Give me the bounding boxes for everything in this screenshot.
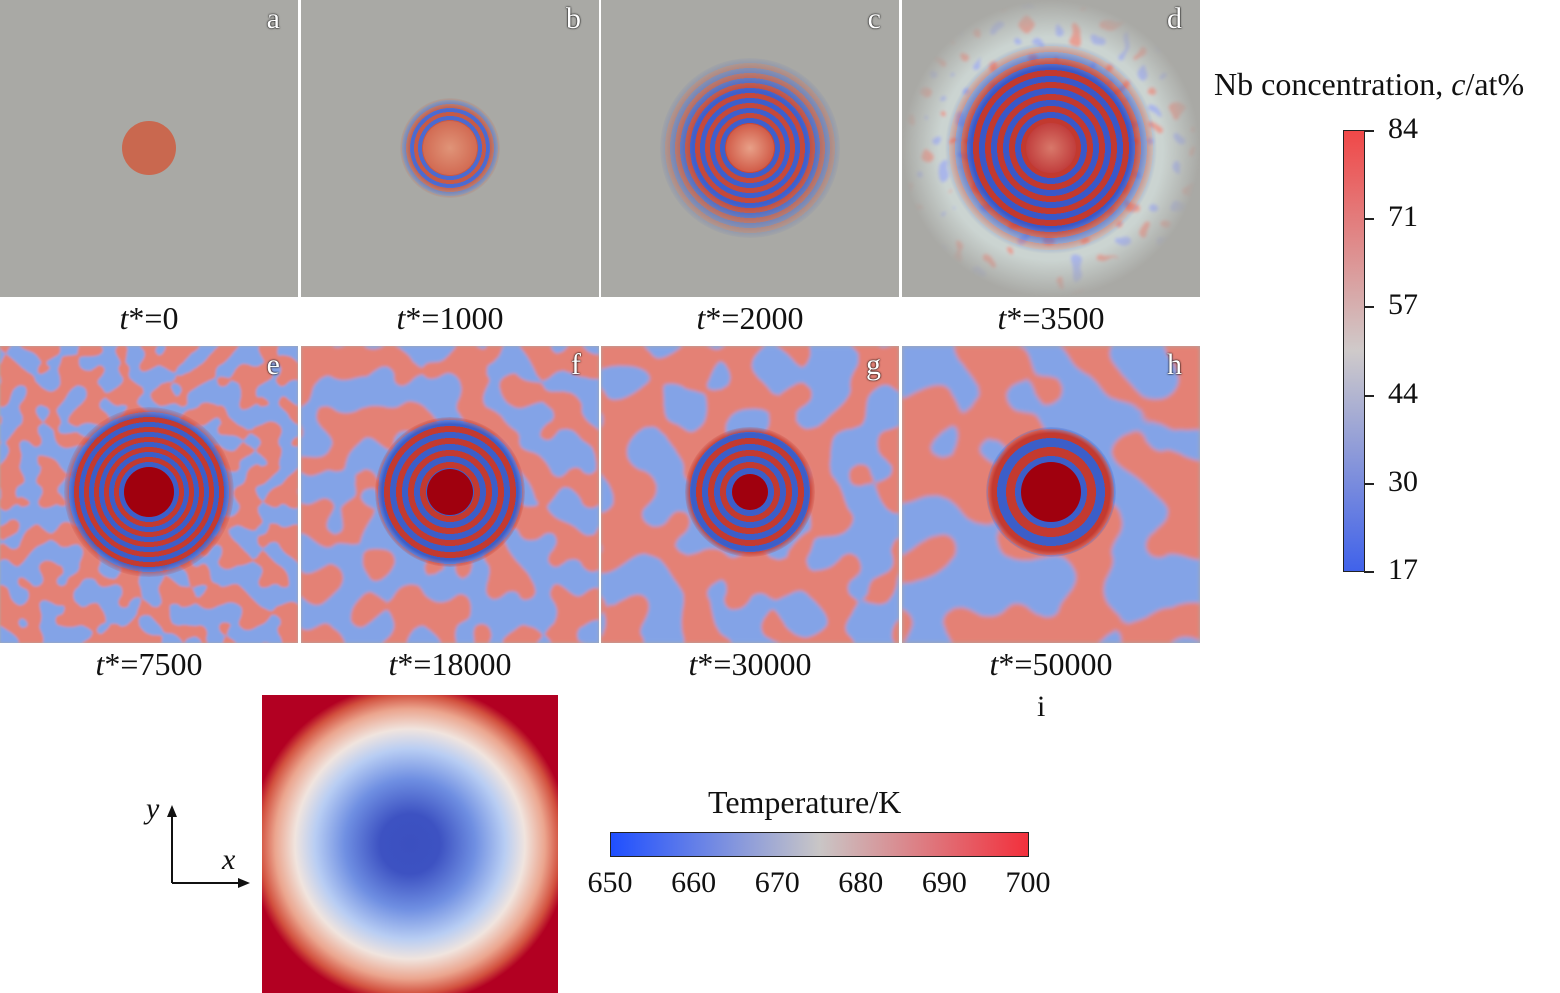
time-var: t bbox=[119, 300, 129, 336]
xy-axes bbox=[167, 805, 250, 888]
time-value: 3500 bbox=[1040, 300, 1105, 336]
time-var: t bbox=[688, 646, 698, 682]
time-label-c: t*=2000 bbox=[601, 300, 899, 337]
temperature-colorbar-title: Temperature/K bbox=[708, 784, 902, 820]
time-value: 50000 bbox=[1032, 646, 1113, 682]
panel-c: c bbox=[601, 0, 899, 297]
nb-core bbox=[427, 469, 473, 515]
panel-letter: d bbox=[1167, 2, 1182, 35]
time-value: 18000 bbox=[431, 646, 512, 682]
time-var: t bbox=[95, 646, 105, 682]
panel-letter: a bbox=[266, 2, 280, 35]
time-value: 30000 bbox=[731, 646, 812, 682]
nb-tick-mark bbox=[1364, 218, 1374, 221]
axis-y-label: y bbox=[146, 792, 160, 825]
nb-core bbox=[732, 474, 768, 510]
panel-letter: f bbox=[571, 348, 581, 381]
time-value: 1000 bbox=[439, 300, 504, 336]
time-label-a: t*=0 bbox=[0, 300, 298, 337]
panel-letter: c bbox=[867, 2, 881, 35]
time-var: t bbox=[388, 646, 398, 682]
temperature-tick-label: 650 bbox=[587, 866, 633, 899]
y-arrow-icon bbox=[167, 805, 177, 817]
panel-f: f bbox=[301, 346, 599, 643]
time-op: *= bbox=[405, 300, 440, 336]
time-value: 0 bbox=[162, 300, 179, 336]
temperature-field bbox=[262, 695, 558, 993]
time-op: *= bbox=[697, 646, 732, 682]
nb-core bbox=[726, 124, 774, 172]
time-op: *= bbox=[1006, 300, 1041, 336]
time-label-d: t*=3500 bbox=[902, 300, 1200, 337]
temperature-tick-label: 660 bbox=[671, 866, 717, 899]
temperature-tick-label: 680 bbox=[838, 866, 884, 899]
nb-tick-mark bbox=[1364, 130, 1374, 132]
temperature-tick-label: 700 bbox=[1005, 866, 1051, 899]
axis-x-label: x bbox=[222, 843, 236, 876]
time-var: t bbox=[997, 300, 1007, 336]
panel-d: d bbox=[902, 0, 1200, 297]
time-label-f: t*=18000 bbox=[301, 646, 599, 683]
title-prefix: Nb concentration, bbox=[1214, 66, 1452, 102]
nb-tick-label: 44 bbox=[1388, 376, 1418, 410]
nb-core bbox=[124, 467, 174, 517]
nb-tick-label: 84 bbox=[1388, 112, 1418, 145]
initial-nb-disk bbox=[122, 121, 176, 175]
time-label-h: t*=50000 bbox=[902, 646, 1200, 683]
temperature-tick-label: 670 bbox=[754, 866, 800, 899]
title-suffix: /at% bbox=[1465, 66, 1525, 102]
panel-letter: g bbox=[866, 348, 881, 381]
time-var: t bbox=[696, 300, 706, 336]
nb-tick-label: 17 bbox=[1388, 553, 1418, 586]
panel-letter: e bbox=[266, 348, 280, 381]
time-op: *= bbox=[705, 300, 740, 336]
time-op: *= bbox=[397, 646, 432, 682]
panel-a: a bbox=[0, 0, 298, 297]
time-var: t bbox=[989, 646, 999, 682]
time-label-b: t*=1000 bbox=[301, 300, 599, 337]
nb-core bbox=[1021, 462, 1081, 522]
nb-tick-mark bbox=[1364, 482, 1374, 485]
time-label-g: t*=30000 bbox=[601, 646, 899, 683]
nb-tick-label: 57 bbox=[1388, 288, 1418, 322]
nb-colorbar-title: Nb concentration, c/at% bbox=[1214, 66, 1524, 103]
nb-tick-mark bbox=[1364, 394, 1374, 397]
panel-b: b bbox=[301, 0, 599, 297]
temperature-colorbar bbox=[610, 832, 1029, 857]
temperature-tick-label: 690 bbox=[921, 866, 967, 899]
time-op: *= bbox=[998, 646, 1033, 682]
panel-letter: h bbox=[1167, 348, 1182, 381]
nb-core bbox=[1026, 123, 1076, 173]
panel-e: e bbox=[0, 346, 298, 643]
panel-letter-i: i bbox=[1037, 690, 1046, 723]
panel-h: h bbox=[902, 346, 1200, 643]
panel-g: g bbox=[601, 346, 899, 643]
time-label-e: t*=7500 bbox=[0, 646, 298, 683]
nb-tick-mark bbox=[1364, 306, 1374, 309]
time-op: *= bbox=[128, 300, 163, 336]
nb-colorbar bbox=[1343, 130, 1365, 572]
time-value: 7500 bbox=[138, 646, 203, 682]
time-op: *= bbox=[104, 646, 139, 682]
nb-tick-label: 71 bbox=[1388, 200, 1418, 234]
x-arrow-icon bbox=[238, 878, 250, 888]
time-value: 2000 bbox=[739, 300, 804, 336]
panel-letter: b bbox=[566, 2, 581, 35]
time-var: t bbox=[396, 300, 406, 336]
nb-tick-mark bbox=[1364, 571, 1374, 573]
title-var: c bbox=[1451, 66, 1466, 102]
nb-core bbox=[423, 121, 477, 175]
nb-tick-label: 30 bbox=[1388, 464, 1418, 498]
